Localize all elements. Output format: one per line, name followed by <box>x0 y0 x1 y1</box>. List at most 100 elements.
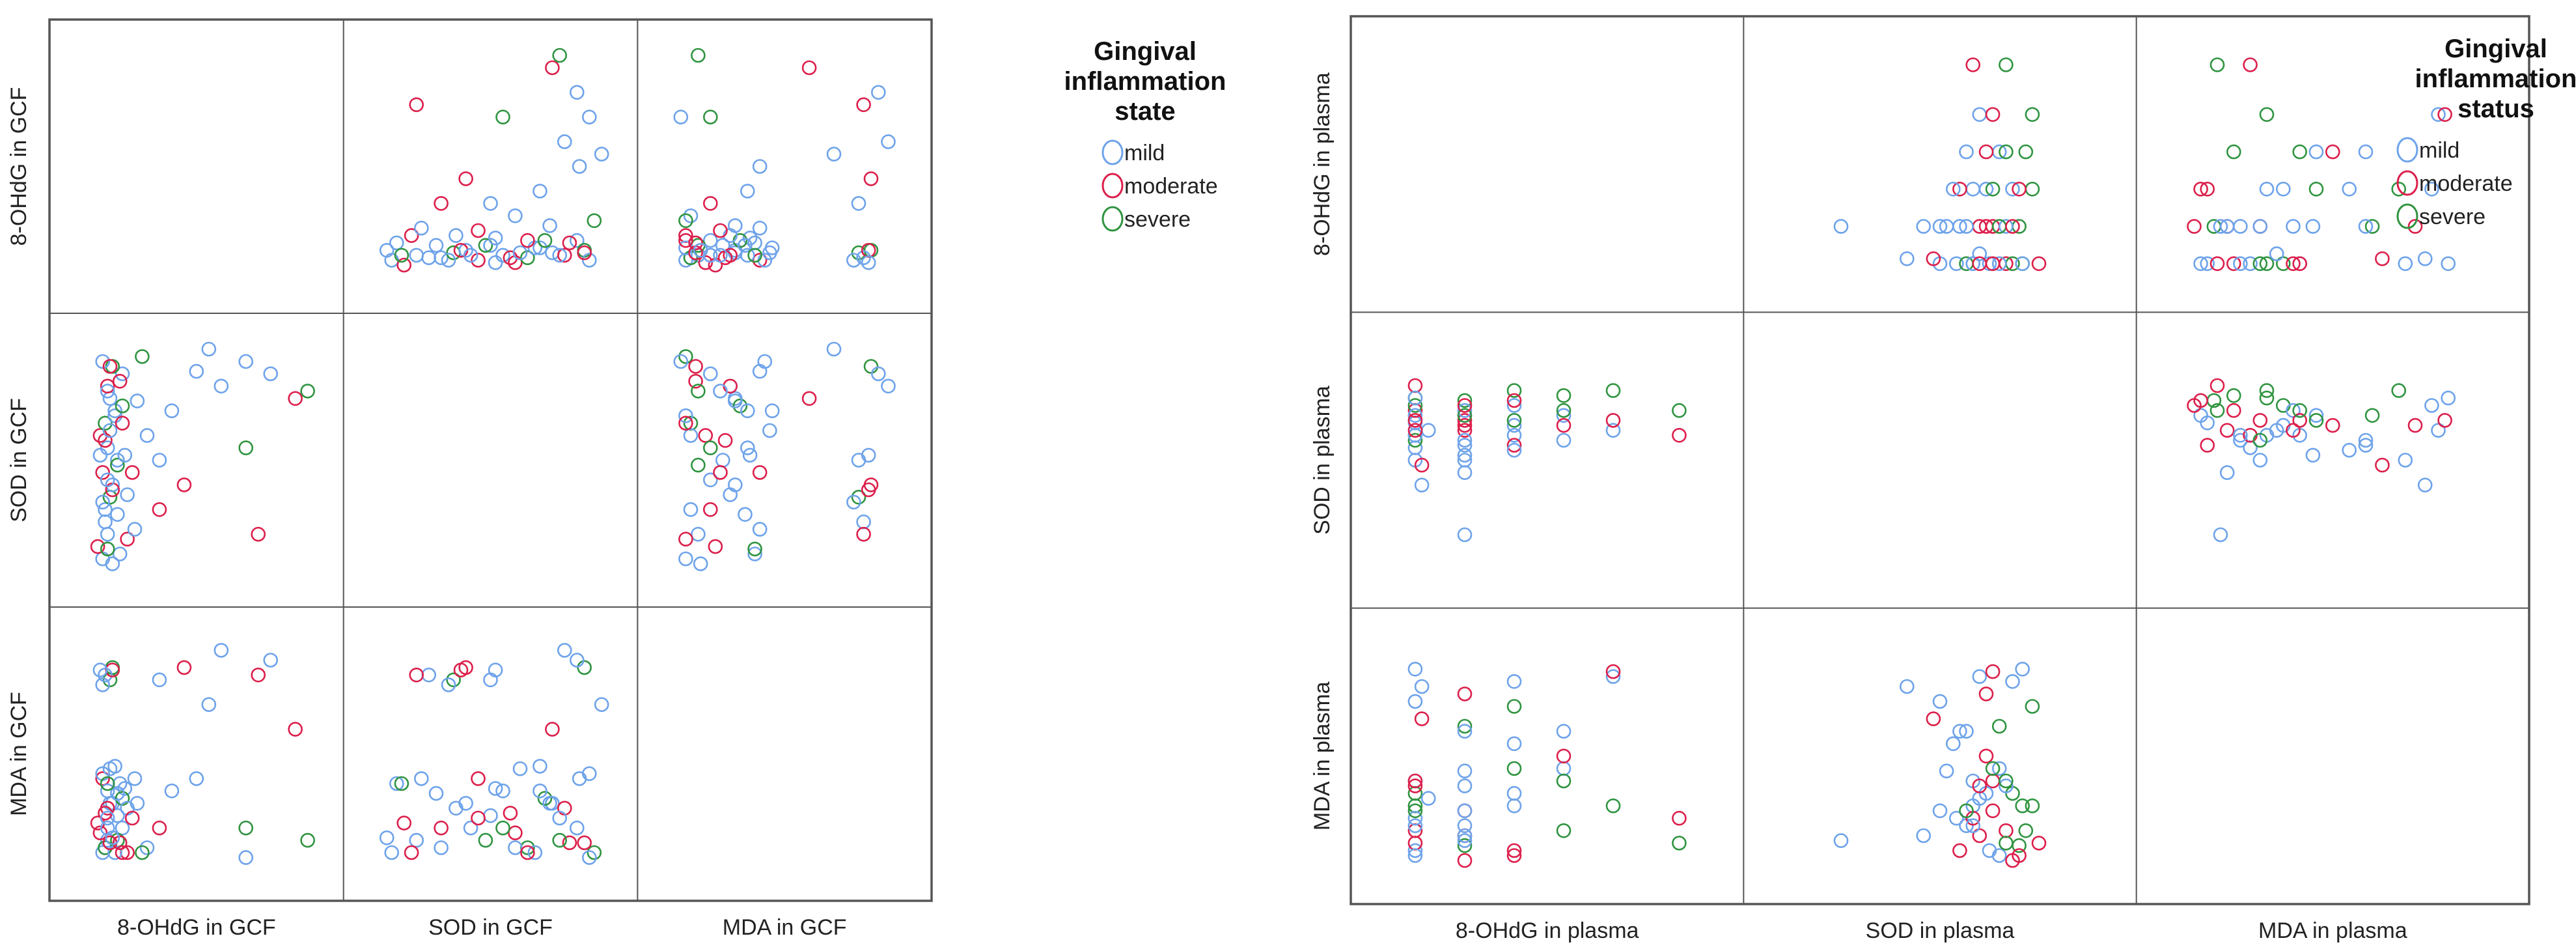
data-point-mild <box>581 850 597 865</box>
data-point-moderate <box>752 253 768 268</box>
data-point-moderate <box>409 668 424 683</box>
data-point-mild <box>723 487 738 502</box>
data-point-mild <box>1457 828 1473 843</box>
data-point-mild <box>581 766 597 782</box>
data-point-mild <box>2269 246 2284 261</box>
data-point-mild <box>98 514 113 530</box>
data-point-mild <box>413 771 429 786</box>
data-point-moderate <box>434 820 449 836</box>
data-point-mild <box>384 845 400 860</box>
data-point-severe <box>1999 773 2014 789</box>
data-point-mild <box>527 845 543 860</box>
data-point-moderate <box>1985 773 2001 789</box>
data-point-mild <box>1457 438 1473 453</box>
data-point-moderate <box>404 228 419 243</box>
data-point-mild <box>881 134 896 149</box>
data-point-mild <box>214 643 229 658</box>
data-point-moderate <box>152 502 167 517</box>
data-point-severe <box>2226 388 2241 403</box>
data-point-mild <box>1457 778 1473 793</box>
data-point-mild <box>2441 256 2456 272</box>
data-point-mild <box>458 242 473 258</box>
data-point-moderate <box>713 223 728 238</box>
data-point-mild <box>542 796 557 811</box>
data-point-moderate <box>1407 778 1423 793</box>
data-point-mild <box>1991 761 2007 776</box>
data-point-mild <box>117 781 133 796</box>
data-point-mild <box>2398 256 2413 272</box>
data-point-moderate <box>703 502 718 517</box>
data-point-moderate <box>95 465 110 480</box>
data-point-moderate <box>251 526 266 542</box>
data-point-severe <box>2252 432 2268 448</box>
data-point-mild <box>871 366 886 382</box>
scatter-matrix-2: 8-OHdG in plasma 8-OHdG in plasma SOD in p… <box>1310 15 2576 943</box>
data-point-mild <box>152 672 167 688</box>
data-point-severe <box>1457 838 1473 853</box>
data-point-moderate <box>2031 256 2047 272</box>
data-point-moderate <box>1506 438 1522 453</box>
data-point-mild <box>95 677 110 692</box>
data-point-mild <box>495 248 510 263</box>
data-point-mild <box>594 147 609 162</box>
data-point-mild <box>881 378 896 394</box>
data-point-moderate <box>112 373 128 389</box>
x-axis-label: 8-OHdG in GCF <box>117 915 276 940</box>
data-point-mild <box>1556 432 1572 448</box>
data-point-moderate <box>1972 778 1987 793</box>
data-point-mild <box>127 522 143 537</box>
data-point-mild <box>678 408 693 423</box>
data-point-severe <box>1457 718 1473 734</box>
data-point-severe <box>678 213 693 229</box>
data-point-mild <box>557 643 572 658</box>
data-point-mild <box>1457 724 1473 739</box>
data-point-moderate <box>678 233 693 248</box>
data-point-mild <box>263 366 279 382</box>
legend-marker-severe <box>1101 206 1124 232</box>
data-point-moderate <box>1506 843 1522 858</box>
data-point-mild <box>764 403 780 419</box>
data-point-moderate <box>1985 803 2001 819</box>
data-point-mild <box>2358 144 2374 160</box>
data-point-mild <box>379 242 395 258</box>
data-point-severe <box>2364 219 2380 234</box>
data-point-mild <box>409 248 424 263</box>
data-point-moderate <box>1999 823 2014 838</box>
cell-2-3 <box>673 341 896 571</box>
data-point-severe <box>1457 408 1473 423</box>
data-point-mild <box>389 776 404 791</box>
data-point-mild <box>2358 438 2374 453</box>
data-point-mild <box>2015 256 2030 272</box>
data-point-mild <box>2213 219 2228 234</box>
data-point-mild <box>1972 669 1987 684</box>
data-point-mild <box>1457 447 1473 463</box>
data-point-mild <box>2424 398 2439 413</box>
data-point-mild <box>428 238 444 253</box>
data-point-mild <box>1506 442 1522 458</box>
data-point-severe <box>851 489 866 505</box>
data-point-moderate <box>288 722 303 737</box>
data-point-mild <box>1965 818 1980 833</box>
data-point-severe <box>2391 181 2406 197</box>
data-point-severe <box>300 832 315 848</box>
data-point-moderate <box>577 245 592 261</box>
data-point-mild <box>527 240 543 255</box>
data-point-mild <box>102 761 118 776</box>
data-point-mild <box>1959 219 1974 234</box>
data-point-severe <box>2308 181 2324 197</box>
data-point-severe <box>2276 256 2291 272</box>
data-point-mild <box>533 784 547 799</box>
data-point-mild <box>691 526 706 542</box>
data-point-mild <box>117 447 133 463</box>
cell-3-1 <box>1407 662 1687 868</box>
data-point-severe <box>115 398 130 414</box>
data-point-mild <box>856 514 871 530</box>
data-point-severe <box>394 776 409 791</box>
legend-label: mild <box>2419 138 2459 163</box>
data-point-mild <box>1506 786 1522 801</box>
data-point-moderate <box>2407 418 2423 433</box>
data-point-mild <box>1420 423 1436 438</box>
data-point-mild <box>2213 527 2228 543</box>
data-point-moderate <box>1407 836 1423 851</box>
data-point-mild <box>512 761 528 776</box>
